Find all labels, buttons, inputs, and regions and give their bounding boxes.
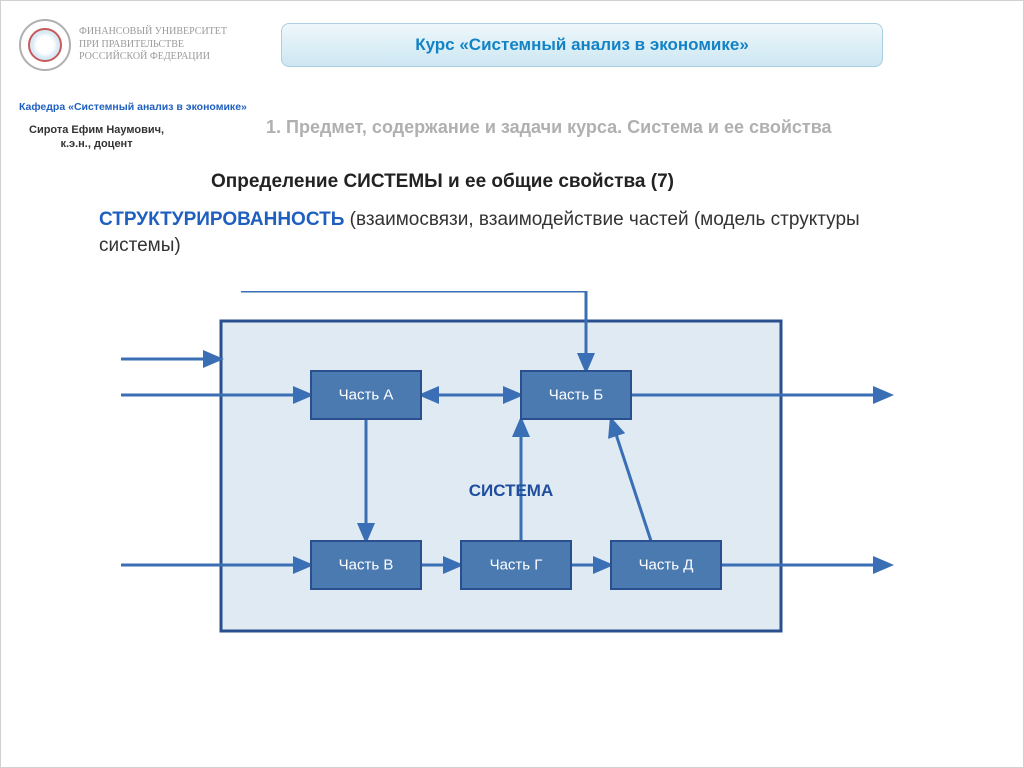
svg-text:Часть В: Часть В xyxy=(339,557,394,574)
course-title: Курс «Системный анализ в экономике» xyxy=(415,35,749,55)
author-block: Сирота Ефим Наумович, к.э.н., доцент xyxy=(29,123,164,152)
univ-line3: РОССИЙСКОЙ ФЕДЕРАЦИИ xyxy=(79,51,227,64)
diagram-node-B: Часть Б xyxy=(521,371,631,419)
university-logo-icon xyxy=(19,19,71,71)
diagram-node-D: Часть Д xyxy=(611,541,721,589)
university-name: ФИНАНСОВЫЙ УНИВЕРСИТЕТ ПРИ ПРАВИТЕЛЬСТВЕ… xyxy=(79,26,227,64)
body-text: СТРУКТУРИРОВАННОСТЬ (взаимосвязи, взаимо… xyxy=(99,207,939,258)
svg-text:Часть Г: Часть Г xyxy=(490,557,543,574)
department-label: Кафедра «Системный анализ в экономике» xyxy=(19,101,247,113)
author-name: Сирота Ефим Наумович, xyxy=(29,123,164,137)
author-title: к.э.н., доцент xyxy=(29,137,164,151)
univ-line1: ФИНАНСОВЫЙ УНИВЕРСИТЕТ xyxy=(79,26,227,39)
diagram-node-V: Часть В xyxy=(311,541,421,589)
chapter-heading: 1. Предмет, содержание и задачи курса. С… xyxy=(266,117,832,138)
univ-line2: ПРИ ПРАВИТЕЛЬСТВЕ xyxy=(79,39,227,52)
body-keyword: СТРУКТУРИРОВАННОСТЬ xyxy=(99,209,344,230)
system-diagram: Часть А Часть Б Часть В Часть Г Часть Д СИСТЕ… xyxy=(121,291,901,671)
svg-text:Часть Б: Часть Б xyxy=(549,387,604,404)
logo-inner-icon xyxy=(28,28,62,62)
course-title-pill: Курс «Системный анализ в экономике» xyxy=(281,23,883,67)
svg-text:Часть Д: Часть Д xyxy=(639,557,694,574)
diagram-node-G: Часть Г xyxy=(461,541,571,589)
slide: ФИНАНСОВЫЙ УНИВЕРСИТЕТ ПРИ ПРАВИТЕЛЬСТВЕ… xyxy=(0,0,1024,768)
diagram-node-A: Часть А xyxy=(311,371,421,419)
logo-area: ФИНАНСОВЫЙ УНИВЕРСИТЕТ ПРИ ПРАВИТЕЛЬСТВЕ… xyxy=(19,19,227,71)
section-title: Определение СИСТЕМЫ и ее общие свойства … xyxy=(211,171,674,193)
system-label: СИСТЕМА xyxy=(469,481,554,500)
svg-text:Часть А: Часть А xyxy=(339,387,394,404)
